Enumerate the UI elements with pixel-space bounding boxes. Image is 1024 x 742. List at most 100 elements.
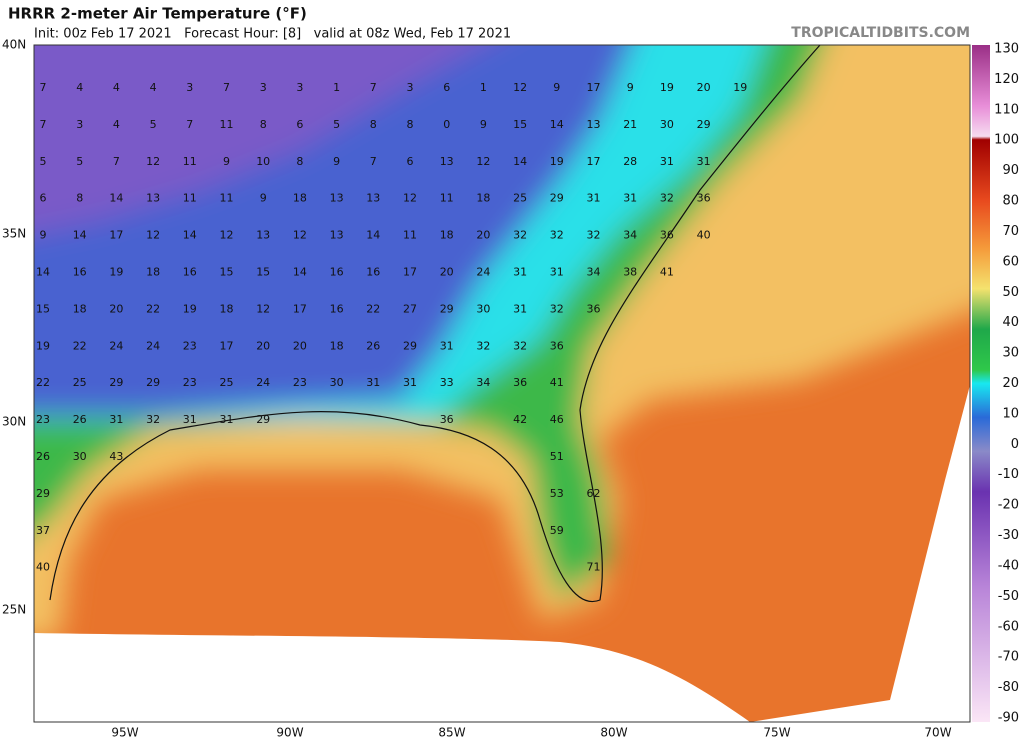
station-temp: 15 [513, 118, 527, 131]
station-temp: 31 [440, 339, 454, 352]
station-temp: 37 [36, 524, 50, 537]
subtitle: Init: 00z Feb 17 2021 Forecast Hour: [8]… [34, 27, 511, 42]
station-temp: 14 [550, 118, 564, 131]
station-temp: 1 [333, 81, 340, 94]
station-temp: 12 [146, 155, 160, 168]
station-temp: 11 [220, 118, 234, 131]
station-temp: 3 [260, 81, 267, 94]
station-temp: 6 [40, 192, 47, 205]
station-temp: 20 [697, 81, 711, 94]
station-temp: 29 [256, 413, 270, 426]
station-temp: 30 [660, 118, 674, 131]
colorbar-label: 100 [994, 133, 1019, 148]
colorbar-label: 30 [1002, 346, 1019, 361]
colorbar-label: 120 [994, 72, 1019, 87]
colorbar-label: -60 [998, 619, 1019, 634]
station-temp: 11 [440, 192, 454, 205]
station-temp: 7 [113, 155, 120, 168]
station-temp: 12 [293, 229, 307, 242]
station-temp: 32 [476, 339, 490, 352]
station-temp: 31 [109, 413, 123, 426]
station-temp: 14 [109, 192, 123, 205]
station-temp: 43 [109, 450, 123, 463]
station-temp: 13 [330, 192, 344, 205]
station-temp: 18 [146, 266, 160, 279]
station-temp: 3 [296, 81, 303, 94]
station-temp: 16 [330, 302, 344, 315]
station-temp: 17 [587, 81, 601, 94]
station-temp: 30 [73, 450, 87, 463]
station-temp: 36 [513, 376, 527, 389]
station-temp: 7 [40, 118, 47, 131]
station-temp: 34 [587, 266, 601, 279]
station-temp: 31 [513, 302, 527, 315]
station-temp: 18 [73, 302, 87, 315]
station-temp: 33 [440, 376, 454, 389]
lon-label: 70W [924, 726, 951, 740]
station-temp: 30 [476, 302, 490, 315]
station-temp: 36 [440, 413, 454, 426]
station-temp: 20 [256, 339, 270, 352]
station-temp: 18 [440, 229, 454, 242]
station-temp: 17 [220, 339, 234, 352]
colorbar-label: 80 [1002, 194, 1019, 209]
station-temp: 32 [513, 229, 527, 242]
station-temp: 16 [366, 266, 380, 279]
station-temp: 13 [256, 229, 270, 242]
station-temp: 13 [146, 192, 160, 205]
station-temp: 7 [370, 81, 377, 94]
station-temp: 41 [550, 376, 564, 389]
station-temp: 12 [403, 192, 417, 205]
station-temp: 20 [440, 266, 454, 279]
station-temp: 5 [40, 155, 47, 168]
station-temp: 7 [186, 118, 193, 131]
station-temp: 0 [443, 118, 450, 131]
map-frame [33, 44, 971, 723]
station-temp: 17 [109, 229, 123, 242]
station-temp: 36 [550, 339, 564, 352]
station-temp: 20 [109, 302, 123, 315]
station-temp: 31 [660, 155, 674, 168]
station-temp: 10 [256, 155, 270, 168]
station-temp: 16 [330, 266, 344, 279]
station-temp: 9 [223, 155, 230, 168]
station-temp: 23 [183, 376, 197, 389]
station-temp: 5 [333, 118, 340, 131]
station-temp: 26 [73, 413, 87, 426]
station-temp: 4 [150, 81, 157, 94]
station-temp: 11 [220, 192, 234, 205]
lon-label: 85W [438, 726, 465, 740]
station-temp: 6 [443, 81, 450, 94]
station-temp: 38 [623, 266, 637, 279]
colorbar-label: 50 [1002, 285, 1019, 300]
station-temp: 9 [553, 81, 560, 94]
colorbar-label: -40 [998, 558, 1019, 573]
station-temp: 24 [109, 339, 123, 352]
station-temp: 30 [330, 376, 344, 389]
station-temp: 13 [330, 229, 344, 242]
lon-label: 90W [276, 726, 303, 740]
colorbar-label: 130 [994, 42, 1019, 57]
station-temp: 12 [220, 229, 234, 242]
station-temp: 24 [256, 376, 270, 389]
station-temp: 24 [146, 339, 160, 352]
station-temp: 32 [550, 302, 564, 315]
station-temp: 25 [73, 376, 87, 389]
station-temp: 25 [220, 376, 234, 389]
station-temp: 7 [370, 155, 377, 168]
station-temp: 4 [113, 118, 120, 131]
station-temp: 26 [366, 339, 380, 352]
station-temp: 31 [550, 266, 564, 279]
station-temp: 31 [623, 192, 637, 205]
station-temp: 34 [476, 376, 490, 389]
station-temp: 8 [76, 192, 83, 205]
station-temp: 3 [186, 81, 193, 94]
station-temp: 19 [550, 155, 564, 168]
station-temp: 12 [256, 302, 270, 315]
station-temp: 46 [550, 413, 564, 426]
station-temp: 25 [513, 192, 527, 205]
station-temp: 14 [73, 229, 87, 242]
station-temp: 62 [587, 487, 601, 500]
station-temp: 22 [73, 339, 87, 352]
